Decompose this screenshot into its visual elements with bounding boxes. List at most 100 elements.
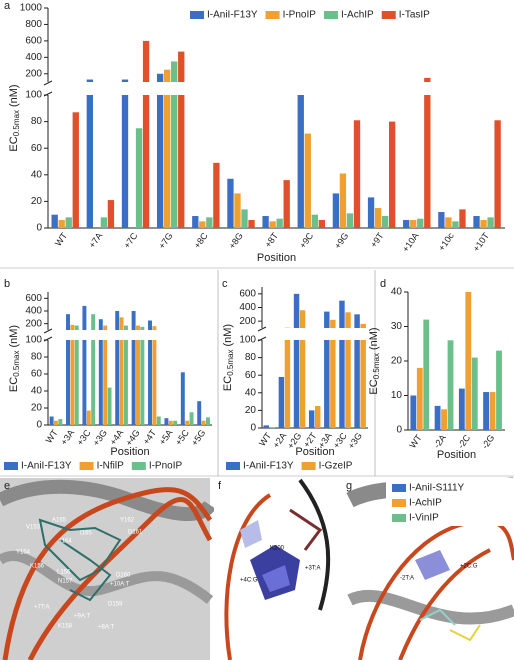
bar — [424, 77, 431, 82]
panel-label: a — [4, 0, 11, 12]
structure-annotation: K158 — [58, 624, 73, 630]
bar — [496, 350, 502, 430]
chart: d 0 10 20 30 40 EC0.5max (nM) WT -2A -2C -2G Positio… — [368, 278, 505, 524]
y-tick-label: 200 — [25, 68, 42, 79]
y-tick-label: 0 — [36, 223, 42, 234]
bar — [70, 324, 75, 330]
bar — [483, 392, 489, 430]
bar — [136, 325, 140, 330]
chart: b020406080100200400600EC0.5max(nM)WT+3A+… — [4, 278, 212, 472]
y-tick-label: 20 — [31, 403, 43, 414]
bar — [315, 406, 321, 428]
bar — [346, 213, 354, 228]
legend-swatch — [392, 514, 406, 522]
y-tick-label: 10 — [391, 390, 403, 401]
panel-label: c — [222, 278, 228, 290]
bar — [487, 217, 494, 228]
y-label-main: EC — [222, 376, 234, 391]
chart: a 0 20 40 60 80 100 200 400 600 800 1000 EC0.5max (nM… — [4, 0, 505, 264]
bar — [311, 214, 318, 228]
bar — [339, 300, 345, 328]
bar — [164, 418, 169, 425]
bar — [213, 162, 220, 228]
panel-label: b — [4, 278, 10, 290]
x-tick-label: +7C — [122, 230, 140, 250]
bar — [445, 217, 452, 228]
bar — [66, 314, 70, 330]
bar — [107, 387, 112, 425]
bar — [234, 193, 241, 228]
bar — [66, 340, 70, 425]
x-tick-label: WT — [44, 427, 61, 445]
bar — [458, 388, 465, 430]
bar — [86, 79, 93, 82]
bar — [135, 128, 143, 228]
y-tick-label: 100 — [239, 335, 256, 346]
bar — [360, 340, 366, 428]
structure-annotation: D160 — [116, 573, 131, 579]
y-tick-label: 200 — [25, 318, 42, 329]
bar — [121, 79, 129, 82]
y-tick-label: 80 — [31, 352, 43, 363]
panel-label: d — [380, 278, 386, 290]
y-tick-label: 80 — [31, 116, 43, 127]
x-tick-label: +9G — [332, 231, 350, 251]
bar — [189, 412, 194, 425]
legend-swatch — [131, 462, 146, 470]
y-tick-label: 40 — [391, 287, 403, 298]
x-tick-label: +3A — [59, 428, 77, 447]
structure-annotation: +10A:T — [110, 582, 130, 588]
bar — [74, 325, 79, 330]
bar — [269, 221, 276, 228]
bar — [171, 61, 178, 82]
bar — [330, 340, 336, 428]
bar — [72, 112, 79, 228]
bar — [206, 217, 213, 228]
y-tick-label: 800 — [25, 19, 42, 30]
structure-annotation: L156 — [57, 570, 71, 576]
bar — [489, 392, 496, 430]
bar — [107, 200, 115, 228]
bar — [417, 218, 424, 228]
x-tick-label: +8G — [227, 231, 245, 251]
bar — [164, 69, 171, 82]
bar — [494, 120, 501, 228]
y-tick-label: 0 — [396, 425, 402, 436]
bar — [345, 312, 351, 328]
x-tick-label: +2A — [271, 431, 289, 450]
bar — [248, 220, 255, 228]
bar — [452, 221, 459, 228]
bar — [54, 420, 58, 425]
structure-annotation: +7T:A — [34, 605, 50, 611]
structure-annotation: Y154 — [16, 550, 31, 556]
bar — [263, 425, 269, 428]
y-tick-label: 100 — [25, 90, 42, 101]
bar — [180, 372, 185, 425]
legend-label: I-GzeIP — [319, 461, 353, 472]
legend-swatch — [265, 11, 280, 19]
x-tick-label: +10c — [436, 230, 456, 252]
bar — [49, 416, 54, 425]
y-label-sub: 0.5max — [12, 351, 21, 377]
x-tick-label: +9C — [297, 230, 315, 250]
x-tick-label: +3C — [75, 427, 93, 447]
bar — [164, 95, 171, 228]
structure-annotation: V153 — [26, 525, 41, 531]
x-tick-label: +5C — [173, 427, 191, 447]
y-axis-label: EC0.5max (nM) — [8, 325, 21, 392]
bar — [388, 121, 396, 228]
x-axis-label: Position — [437, 449, 476, 461]
bar — [115, 311, 120, 330]
y-tick-label: 400 — [25, 52, 42, 63]
y-tick-label: 40 — [31, 169, 43, 180]
x-axis-label: Position — [110, 446, 149, 458]
bar — [121, 95, 129, 228]
bar — [86, 410, 91, 425]
bar — [119, 317, 124, 330]
legend-label: I-AniI-F13Y — [207, 10, 258, 21]
bar — [136, 340, 140, 425]
legend-swatch — [323, 11, 338, 19]
legend-label: I-NfilP — [97, 461, 125, 472]
structure-annotation: K200 — [270, 546, 285, 552]
bar — [70, 340, 75, 425]
